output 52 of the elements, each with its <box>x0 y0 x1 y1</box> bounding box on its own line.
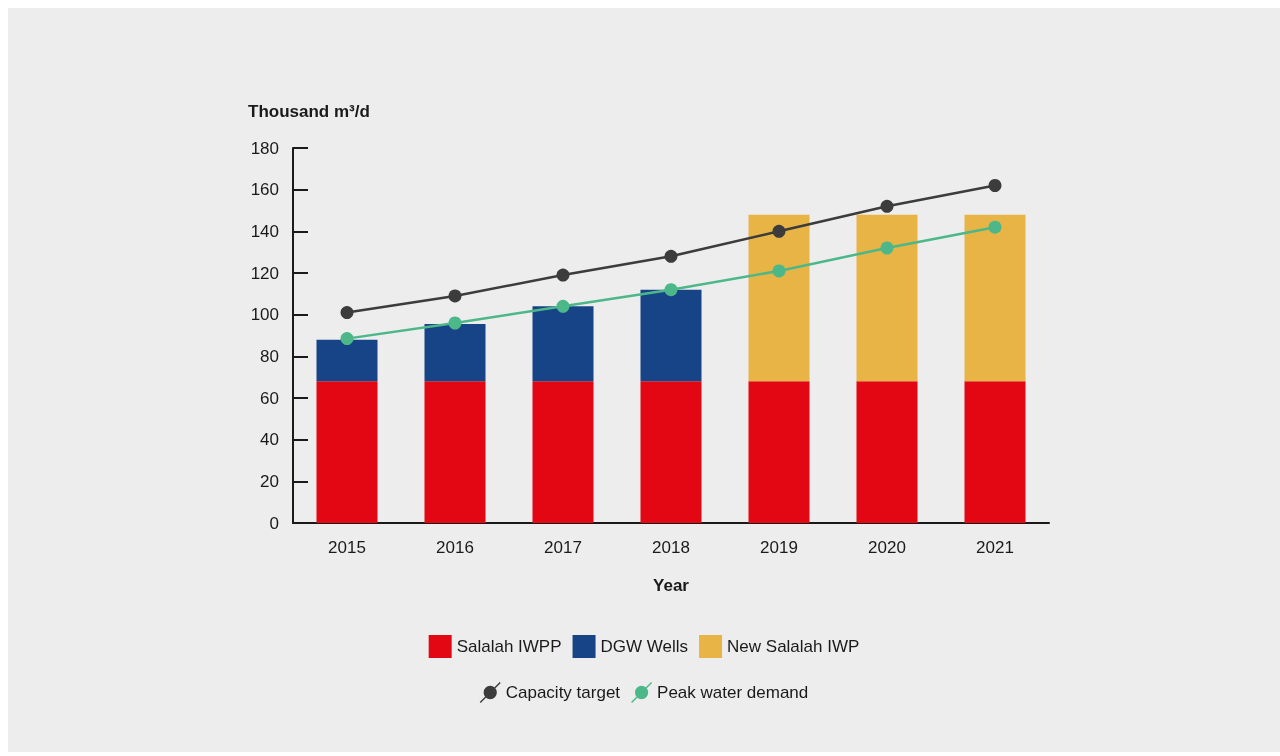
bar <box>964 381 1026 523</box>
point <box>556 268 570 282</box>
bar <box>532 381 594 523</box>
bar <box>964 214 1026 382</box>
point <box>772 264 786 278</box>
bar <box>424 324 486 382</box>
point <box>988 179 1002 192</box>
y-tick-label: 120 <box>250 263 279 283</box>
bar <box>856 214 918 382</box>
x-tick-label: 2017 <box>544 538 582 557</box>
bar <box>748 214 810 382</box>
bar <box>532 306 594 382</box>
y-tick-label: 160 <box>250 180 279 200</box>
x-tick-label: 2015 <box>328 538 366 557</box>
legend-label: Salalah IWPP <box>456 637 562 656</box>
point <box>664 249 678 263</box>
x-tick-label: 2019 <box>760 538 798 557</box>
x-tick-label: 2020 <box>868 538 906 557</box>
point <box>772 224 786 238</box>
bar <box>424 381 486 523</box>
legend-label: DGW Wells <box>600 637 689 656</box>
legend-label: Peak water demand <box>657 683 809 702</box>
legend-label: Capacity target <box>505 683 621 702</box>
bar <box>748 381 810 523</box>
point <box>448 289 462 303</box>
x-tick-label: 2016 <box>436 538 474 557</box>
y-tick-label: 60 <box>260 388 279 408</box>
y-tick-label: 180 <box>250 138 279 158</box>
x-tick-label: 2021 <box>976 538 1014 557</box>
point <box>880 199 894 213</box>
y-tick-label: 140 <box>250 221 279 241</box>
legend-label: New Salalah IWP <box>727 637 860 656</box>
y-tick-label: 80 <box>260 346 279 366</box>
point <box>988 220 1002 234</box>
bar <box>640 289 702 382</box>
bar <box>640 381 702 523</box>
point <box>340 332 354 346</box>
point <box>880 241 894 255</box>
point <box>448 316 462 330</box>
y-axis-title: Thousand m³/d <box>248 102 370 121</box>
x-axis-title: Year <box>653 576 690 595</box>
y-tick-label: 40 <box>260 430 279 450</box>
bar <box>316 339 378 382</box>
point <box>664 283 678 297</box>
y-tick-label: 20 <box>260 471 279 491</box>
point <box>340 306 354 320</box>
x-tick-label: 2018 <box>652 538 690 557</box>
y-tick-label: 100 <box>250 305 279 325</box>
bar <box>316 381 378 523</box>
bar <box>856 381 918 523</box>
point <box>556 299 570 313</box>
y-tick-label: 0 <box>269 513 279 533</box>
